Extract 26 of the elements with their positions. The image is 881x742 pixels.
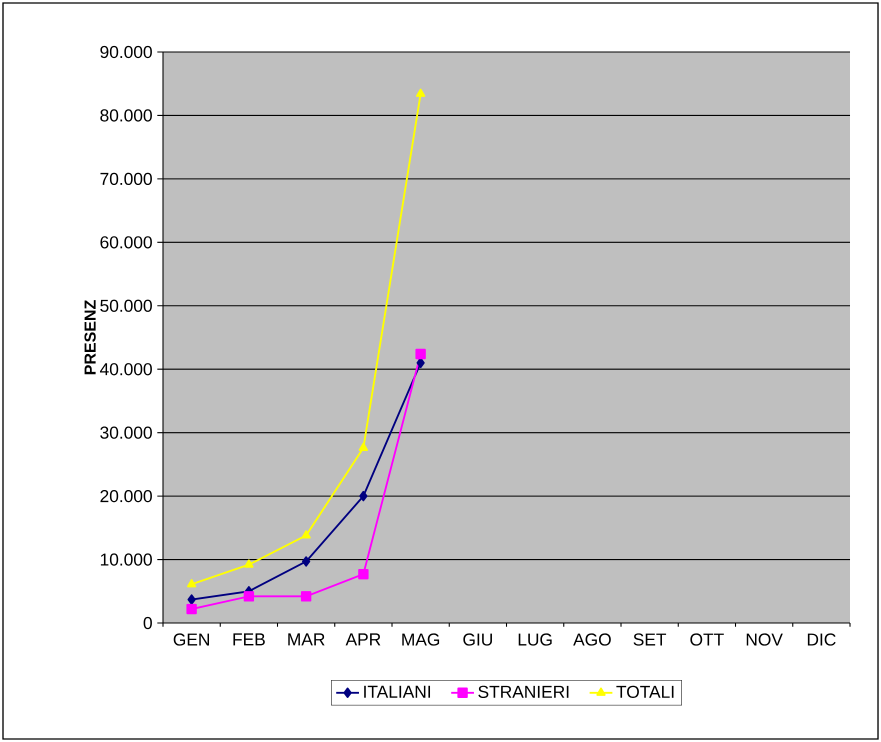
x-tick-label: MAG bbox=[402, 633, 440, 646]
y-tick-label: 60.000 bbox=[100, 236, 152, 248]
x-tick-label: MAR bbox=[288, 633, 325, 646]
x-tick-label: APR bbox=[346, 633, 380, 646]
legend-label: STRANIERI bbox=[478, 686, 568, 698]
x-tick-label: AGO bbox=[573, 633, 611, 646]
y-tick-label: 30.000 bbox=[100, 426, 152, 439]
y-tick-label: 10.000 bbox=[100, 553, 152, 566]
x-tick-label: GEN bbox=[174, 633, 209, 646]
y-tick-label: 80.000 bbox=[100, 109, 152, 122]
x-tick-label: GIU bbox=[463, 633, 492, 646]
y-tick-label: 90.000 bbox=[100, 46, 152, 58]
y-tick-label: 50.000 bbox=[100, 300, 152, 312]
y-tick-label: 40.000 bbox=[100, 363, 152, 376]
x-tick-label: FEB bbox=[233, 633, 265, 646]
y-tick-label: 20.000 bbox=[100, 490, 152, 502]
y-tick-label: 70.000 bbox=[100, 172, 152, 186]
x-tick-label: LUG bbox=[518, 633, 552, 646]
legend-label: ITALIANI bbox=[364, 686, 430, 698]
y-axis-title: PRESENZ bbox=[84, 300, 96, 374]
y-tick-label: 0 bbox=[144, 616, 152, 630]
x-tick-label: NOV bbox=[746, 633, 783, 646]
x-tick-label: SET bbox=[634, 633, 666, 646]
legend-label: TOTALI bbox=[616, 686, 674, 698]
x-tick-label: OTT bbox=[690, 633, 724, 646]
x-tick-label: DIC bbox=[808, 633, 836, 646]
